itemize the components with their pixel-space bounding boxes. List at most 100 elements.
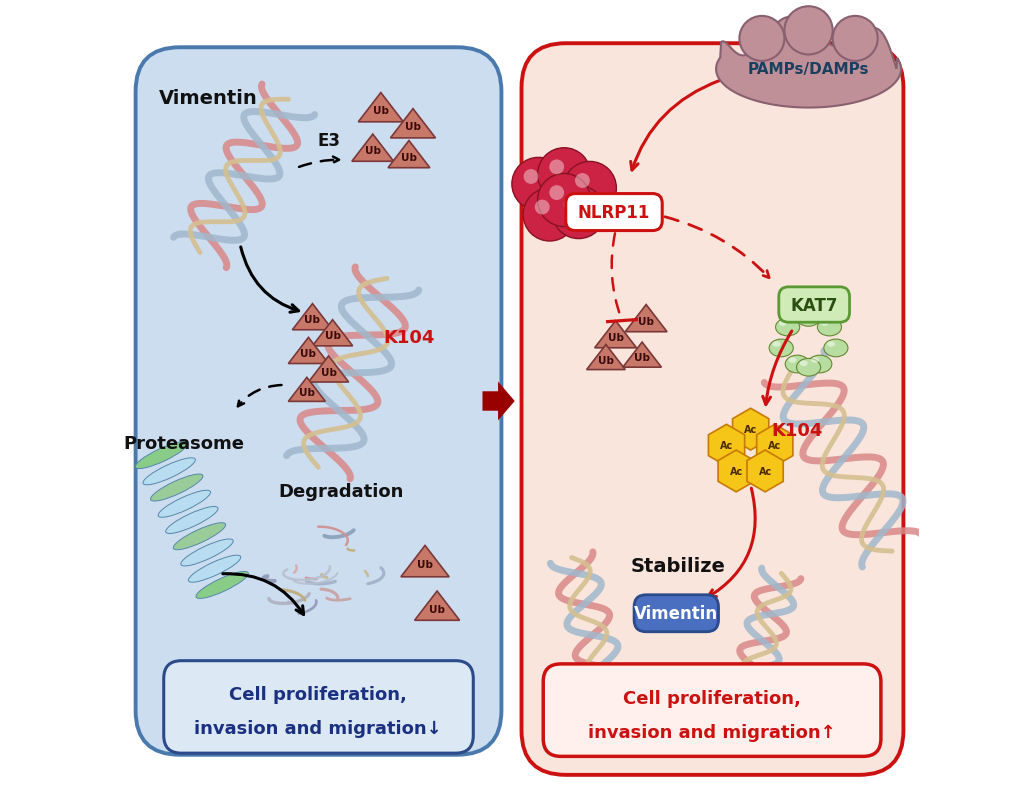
Text: Ub: Ub [430, 604, 445, 613]
Text: Ub: Ub [325, 331, 341, 341]
Text: Ub: Ub [364, 146, 381, 157]
Ellipse shape [821, 321, 829, 327]
FancyBboxPatch shape [566, 194, 662, 231]
Text: NLRP11: NLRP11 [578, 204, 650, 222]
Circle shape [524, 170, 538, 185]
Circle shape [833, 17, 878, 62]
Circle shape [512, 158, 565, 211]
Circle shape [537, 149, 591, 202]
Ellipse shape [181, 540, 233, 566]
Text: K104: K104 [383, 328, 435, 346]
Polygon shape [733, 409, 769, 450]
Text: Ub: Ub [598, 355, 614, 365]
Ellipse shape [800, 361, 807, 366]
Text: Ac: Ac [720, 441, 733, 450]
Ellipse shape [778, 321, 787, 327]
Text: Ub: Ub [417, 560, 433, 569]
Text: Ac: Ac [730, 467, 743, 476]
Text: Stabilize: Stabilize [631, 556, 726, 576]
FancyArrowPatch shape [664, 218, 769, 279]
Polygon shape [388, 141, 430, 169]
Text: Cell proliferation,: Cell proliferation, [229, 686, 407, 703]
Polygon shape [625, 305, 667, 332]
Circle shape [785, 7, 833, 55]
Ellipse shape [769, 340, 793, 357]
Polygon shape [308, 357, 349, 382]
Polygon shape [587, 345, 625, 370]
FancyArrowPatch shape [612, 234, 621, 319]
FancyArrowPatch shape [630, 81, 720, 171]
Circle shape [523, 189, 576, 242]
Text: Proteasome: Proteasome [123, 434, 244, 452]
Text: Ac: Ac [759, 467, 772, 476]
Ellipse shape [158, 491, 210, 518]
Text: Ub: Ub [608, 332, 624, 343]
Polygon shape [716, 18, 901, 108]
Circle shape [552, 186, 605, 239]
Polygon shape [718, 450, 755, 492]
FancyBboxPatch shape [543, 664, 881, 756]
FancyArrowPatch shape [708, 488, 756, 597]
Polygon shape [415, 591, 460, 621]
Text: invasion and migration↓: invasion and migration↓ [195, 719, 442, 737]
Text: invasion and migration↑: invasion and migration↑ [588, 724, 836, 741]
Text: Vimentin: Vimentin [633, 605, 718, 622]
FancyBboxPatch shape [136, 48, 501, 755]
Polygon shape [289, 338, 328, 364]
Text: Ub: Ub [304, 315, 321, 325]
Polygon shape [623, 343, 661, 368]
Text: Ub: Ub [401, 153, 417, 163]
Ellipse shape [824, 340, 848, 357]
Ellipse shape [818, 319, 841, 336]
Text: Ac: Ac [744, 425, 758, 434]
Circle shape [550, 161, 564, 175]
Polygon shape [747, 450, 783, 492]
FancyArrowPatch shape [238, 385, 282, 407]
FancyArrowPatch shape [763, 332, 792, 405]
Circle shape [564, 198, 579, 213]
FancyArrowPatch shape [223, 574, 303, 614]
Ellipse shape [772, 342, 780, 348]
Text: Cell proliferation,: Cell proliferation, [623, 690, 801, 707]
Text: KAT7: KAT7 [791, 296, 838, 314]
Circle shape [537, 174, 591, 227]
Ellipse shape [786, 356, 809, 373]
Ellipse shape [196, 572, 248, 599]
Polygon shape [757, 425, 793, 467]
Text: Vimentin: Vimentin [158, 89, 258, 108]
Ellipse shape [173, 523, 226, 550]
Text: Ub: Ub [299, 387, 315, 397]
Text: PAMPs/DAMPs: PAMPs/DAMPs [748, 63, 869, 77]
Text: Ub: Ub [300, 349, 317, 359]
Polygon shape [289, 378, 325, 402]
Circle shape [575, 174, 590, 189]
Circle shape [563, 162, 617, 215]
Polygon shape [292, 304, 332, 330]
Text: K104: K104 [772, 422, 823, 439]
FancyBboxPatch shape [634, 595, 718, 632]
Text: Ub: Ub [639, 316, 654, 327]
Polygon shape [358, 93, 404, 123]
Polygon shape [401, 546, 449, 577]
Ellipse shape [775, 319, 800, 336]
Text: Ub: Ub [405, 122, 421, 132]
Circle shape [550, 186, 564, 201]
Ellipse shape [807, 356, 832, 373]
Polygon shape [708, 425, 744, 467]
FancyArrowPatch shape [482, 382, 514, 421]
Ellipse shape [797, 359, 821, 377]
Ellipse shape [150, 475, 203, 501]
FancyBboxPatch shape [778, 287, 850, 323]
Text: E3: E3 [317, 132, 341, 149]
Text: Degradation: Degradation [278, 483, 404, 500]
Text: Ub: Ub [373, 106, 389, 116]
Text: Ac: Ac [768, 441, 781, 450]
FancyArrowPatch shape [241, 247, 298, 313]
Ellipse shape [143, 459, 196, 485]
Polygon shape [390, 109, 436, 139]
Polygon shape [595, 321, 637, 349]
Ellipse shape [827, 342, 835, 348]
Circle shape [739, 17, 785, 62]
Ellipse shape [136, 442, 187, 469]
Circle shape [535, 201, 550, 215]
